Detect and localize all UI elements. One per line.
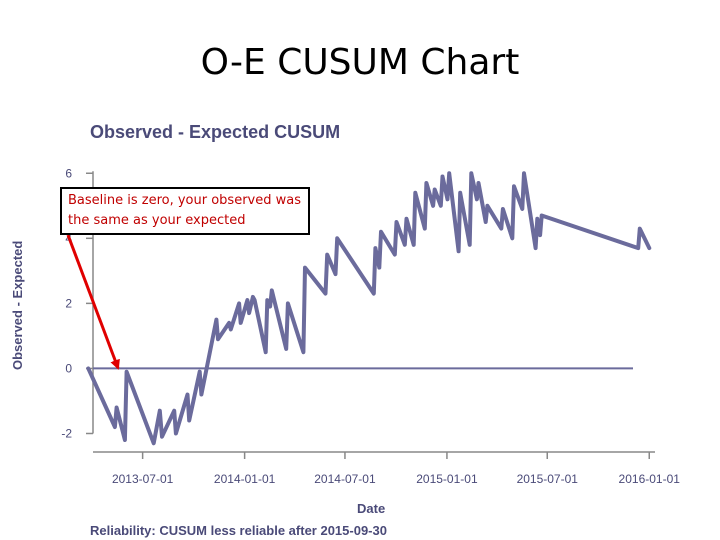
x-axis-label: Date: [357, 501, 386, 516]
x-tick-label: 2015-01-01: [416, 472, 478, 486]
y-tick-label: -2: [61, 426, 72, 440]
x-tick-label: 2014-07-01: [314, 472, 376, 486]
callout-arrow: [66, 234, 120, 370]
reliability-note: Reliability: CUSUM less reliable after 2…: [90, 523, 387, 538]
x-tick-label: 2014-01-01: [214, 472, 276, 486]
x-tick-label: 2016-01-01: [619, 472, 681, 486]
y-tick-label: 2: [65, 296, 72, 310]
x-tick-label: 2013-07-01: [112, 472, 174, 486]
chart-title: Observed - Expected CUSUM: [90, 122, 341, 142]
baseline-callout: Baseline is zero, your observed was the …: [60, 187, 310, 235]
y-tick-label: 6: [65, 166, 72, 180]
y-tick-label: 0: [65, 361, 72, 375]
cusum-series-line: [86, 171, 652, 446]
x-tick-label: 2015-07-01: [517, 472, 579, 486]
slide-title: O-E CUSUM Chart: [200, 42, 520, 83]
